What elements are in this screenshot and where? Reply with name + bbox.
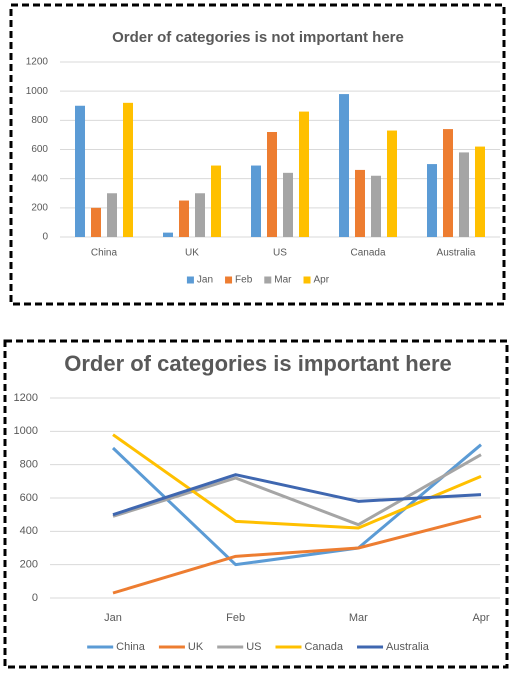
y-tick-label: 200 — [31, 202, 48, 213]
legend-label: Apr — [314, 275, 330, 286]
bar — [427, 164, 437, 237]
x-tick-label: Jan — [104, 612, 122, 624]
line — [112, 473, 482, 517]
legend-label: Feb — [235, 275, 253, 286]
y-tick-label: 600 — [20, 492, 38, 504]
bar — [475, 146, 485, 237]
y-tick-label: 600 — [31, 144, 48, 155]
bar — [123, 102, 133, 237]
bar — [211, 165, 221, 237]
bar — [283, 172, 293, 237]
x-tick-label: US — [273, 248, 287, 259]
legend-label: Australia — [386, 641, 430, 653]
bar — [387, 130, 397, 237]
bar — [339, 94, 349, 237]
legend-label: US — [246, 641, 261, 653]
x-tick-label: Apr — [472, 612, 489, 624]
legend-marker — [186, 276, 194, 284]
bar — [459, 152, 469, 237]
x-tick-label: Canada — [350, 248, 385, 259]
bar — [91, 207, 101, 237]
bar — [195, 193, 205, 237]
bar — [299, 111, 309, 237]
legend-label: Canada — [304, 641, 343, 653]
legend-marker — [264, 276, 272, 284]
line — [112, 453, 482, 527]
y-tick-label: 200 — [20, 559, 38, 571]
bar — [75, 105, 85, 237]
bar — [267, 132, 277, 237]
x-tick-label: Feb — [226, 612, 245, 624]
legend-label: Jan — [197, 275, 213, 286]
legend-marker — [303, 276, 311, 284]
x-tick-label: Mar — [349, 612, 368, 624]
y-tick-label: 400 — [20, 525, 38, 537]
bar — [107, 193, 117, 237]
line — [112, 514, 482, 595]
legend-label: Mar — [274, 275, 292, 286]
y-tick-label: 1000 — [14, 425, 38, 437]
y-tick-label: 800 — [20, 459, 38, 471]
y-tick-label: 1200 — [26, 57, 49, 68]
x-tick-label: Australia — [437, 248, 476, 259]
y-tick-label: 0 — [32, 592, 38, 604]
legend-marker — [225, 276, 233, 284]
line — [111, 443, 482, 567]
bar — [179, 200, 189, 237]
y-tick-label: 0 — [42, 232, 48, 243]
x-tick-label: UK — [185, 248, 199, 259]
legend-label: UK — [188, 641, 204, 653]
y-tick-label: 1000 — [26, 86, 49, 97]
legend-label: China — [116, 641, 146, 653]
y-tick-label: 400 — [31, 173, 48, 184]
chart-frame — [9, 3, 506, 306]
bar — [355, 169, 365, 237]
chart-title: Order of categories is not important her… — [112, 29, 404, 46]
bar — [163, 232, 173, 237]
bar — [443, 129, 453, 237]
bar — [371, 175, 381, 237]
chart-title: Order of categories is important here — [64, 351, 452, 376]
y-tick-label: 800 — [31, 115, 48, 126]
bar — [251, 165, 261, 237]
line — [112, 433, 482, 530]
y-tick-label: 1200 — [14, 392, 38, 404]
chart-frame — [3, 339, 509, 669]
x-tick-label: China — [91, 248, 118, 259]
